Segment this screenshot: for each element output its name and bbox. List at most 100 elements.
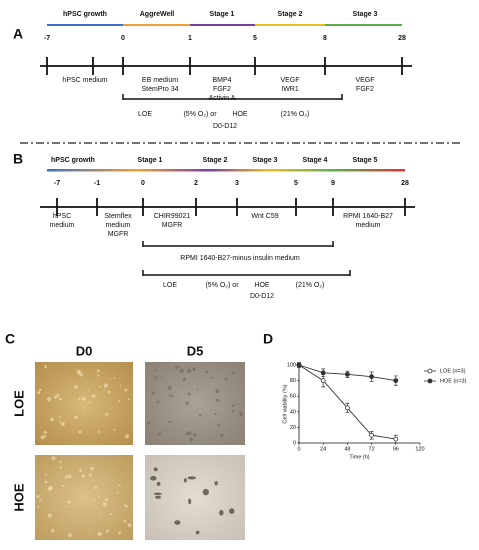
cell-cluster [219, 509, 224, 516]
stage-label: Stage 2 [278, 11, 303, 18]
medium-label: medium [106, 222, 131, 229]
data-point [393, 436, 399, 442]
x-tick-label: 96 [393, 446, 399, 452]
day-label: 2 [194, 180, 198, 187]
micrograph [35, 362, 133, 445]
texture-spot [44, 435, 47, 438]
stage-label: Stage 4 [303, 157, 328, 164]
medium-label: StemPro 34 [142, 86, 179, 93]
texture-spot [224, 377, 228, 381]
texture-spot [50, 529, 55, 533]
texture-spot [79, 372, 84, 377]
day-label: 0 [121, 35, 125, 42]
oxygen-label: LOE [163, 282, 177, 289]
day-label: -1 [94, 180, 100, 187]
stage-label: Stage 5 [353, 157, 378, 164]
oxygen-label: HOE [254, 282, 270, 289]
texture-spot [58, 415, 61, 418]
legend-label: LOE (n=3) [440, 368, 466, 374]
medium-label: medium [356, 222, 381, 229]
texture-spot [239, 411, 244, 416]
texture-spot [167, 385, 172, 390]
texture-spot [58, 421, 61, 424]
texture-spot [93, 487, 96, 490]
stage-label: Stage 1 [138, 157, 163, 164]
texture-spot [81, 396, 86, 401]
day-label: -7 [44, 35, 50, 42]
texture-spot [40, 435, 45, 440]
medium-label: BMP4 [212, 77, 231, 84]
texture-spot [74, 415, 78, 420]
data-point [320, 378, 326, 384]
row-label: LOE [11, 390, 26, 417]
texture-spot [50, 417, 54, 422]
medium-label: MGFR [108, 231, 129, 238]
x-tick-label: 0 [297, 446, 300, 452]
texture-spot [88, 401, 91, 404]
texture-spot [67, 500, 71, 504]
texture-spot [59, 460, 62, 464]
period-label: D0-D12 [213, 123, 237, 130]
texture-spot [210, 376, 213, 380]
cell-cluster [174, 520, 181, 525]
texture-spot [105, 412, 109, 416]
medium-note: RPMI 1640-B27-minus insulin medium [180, 255, 300, 262]
texture-spot [37, 506, 40, 508]
cell-cluster [153, 467, 158, 472]
y-tick-label: 80 [290, 378, 296, 384]
texture-spot [189, 437, 194, 442]
texture-spot [67, 533, 72, 538]
texture-spot [51, 456, 56, 461]
medium-label: RPMI 1640-B27 [343, 213, 393, 220]
medium-label: Wnt C59 [251, 213, 278, 220]
texture-spot [98, 385, 101, 388]
texture-spot [37, 391, 41, 395]
texture-spot [43, 365, 48, 369]
texture-spot [231, 409, 235, 413]
texture-spot [36, 495, 40, 498]
texture-spot [97, 495, 100, 498]
stage-label: Stage 3 [253, 157, 278, 164]
texture-spot [187, 431, 192, 435]
column-label: D0 [76, 343, 93, 358]
data-point [369, 374, 375, 380]
oxygen-label: (5% O₂) or [205, 282, 239, 289]
texture-spot [58, 397, 62, 401]
texture-spot [91, 394, 96, 398]
cell-cluster [195, 530, 200, 535]
data-point [369, 432, 375, 438]
texture-spot [60, 422, 65, 427]
cell-cluster [155, 495, 162, 499]
legend-label: HOE (n=3) [440, 378, 467, 384]
cell-cluster [153, 492, 162, 495]
texture-spot [39, 499, 42, 502]
x-tick-label: 48 [344, 446, 350, 452]
texture-spot [87, 389, 90, 392]
x-axis-label: Time (h) [349, 454, 369, 460]
day-label: 8 [323, 35, 327, 42]
data-point [393, 378, 399, 384]
texture-spot [47, 513, 52, 518]
medium-label: FGF2 [213, 86, 231, 93]
texture-spot [44, 473, 47, 476]
oxygen-label: (21% O₂) [296, 282, 325, 289]
x-tick-label: 72 [369, 446, 375, 452]
data-point [320, 370, 326, 376]
texture-spot [118, 484, 121, 487]
texture-spot [168, 394, 170, 396]
medium-label: EB medium [142, 77, 178, 84]
legend-marker [427, 368, 433, 374]
texture-spot [215, 388, 220, 394]
day-label: 1 [188, 35, 192, 42]
texture-spot [198, 413, 202, 417]
oxygen-label: LOE [138, 111, 152, 118]
texture-spot [237, 403, 240, 406]
stage-bar [47, 169, 405, 172]
stage-label: Stage 3 [353, 11, 378, 18]
texture-spot [107, 390, 111, 394]
texture-spot [217, 423, 221, 427]
texture-spot [196, 388, 199, 391]
day-label: -7 [54, 180, 60, 187]
oxygen-label: (21% O₂) [281, 111, 310, 118]
y-tick-label: 0 [293, 440, 296, 446]
